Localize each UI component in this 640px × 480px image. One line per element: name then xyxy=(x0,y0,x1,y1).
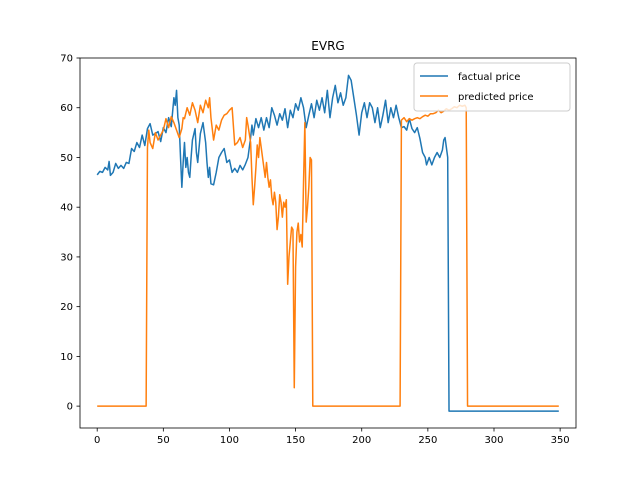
y-tick-label: 30 xyxy=(60,252,73,263)
y-axis-ticks: 0 10 20 30 40 50 60 70 xyxy=(60,54,80,413)
y-tick-label: 70 xyxy=(60,54,73,65)
x-tick-label: 150 xyxy=(286,435,305,446)
y-tick-label: 20 xyxy=(60,302,73,313)
legend-label: predicted price xyxy=(458,92,534,103)
x-axis-ticks: 0 50 100 150 200 250 300 350 xyxy=(94,428,570,446)
legend-label: factual price xyxy=(458,72,520,83)
y-tick-label: 40 xyxy=(60,203,73,214)
legend-box xyxy=(413,62,571,112)
x-tick-label: 100 xyxy=(220,435,239,446)
x-tick-label: 200 xyxy=(352,435,371,446)
x-tick-label: 250 xyxy=(418,435,437,446)
y-tick-label: 60 xyxy=(60,103,73,114)
series-line-predicted-price xyxy=(97,97,559,407)
series-line-factual-price xyxy=(96,74,559,412)
x-tick-label: 0 xyxy=(94,435,100,446)
x-tick-label: 50 xyxy=(157,435,170,446)
y-tick-label: 10 xyxy=(60,352,73,363)
plot-area: 0 50 100 150 200 250 300 350 0 10 20 30 40 50 60 70 xyxy=(60,54,577,446)
plot-frame xyxy=(79,57,577,429)
y-tick-label: 0 xyxy=(67,402,73,413)
chart-title: EVRG xyxy=(311,39,344,53)
series-layer xyxy=(96,74,559,412)
x-tick-label: 350 xyxy=(551,435,570,446)
legend: factual price predicted price xyxy=(413,62,571,112)
y-tick-label: 50 xyxy=(60,153,73,164)
x-tick-label: 300 xyxy=(484,435,503,446)
